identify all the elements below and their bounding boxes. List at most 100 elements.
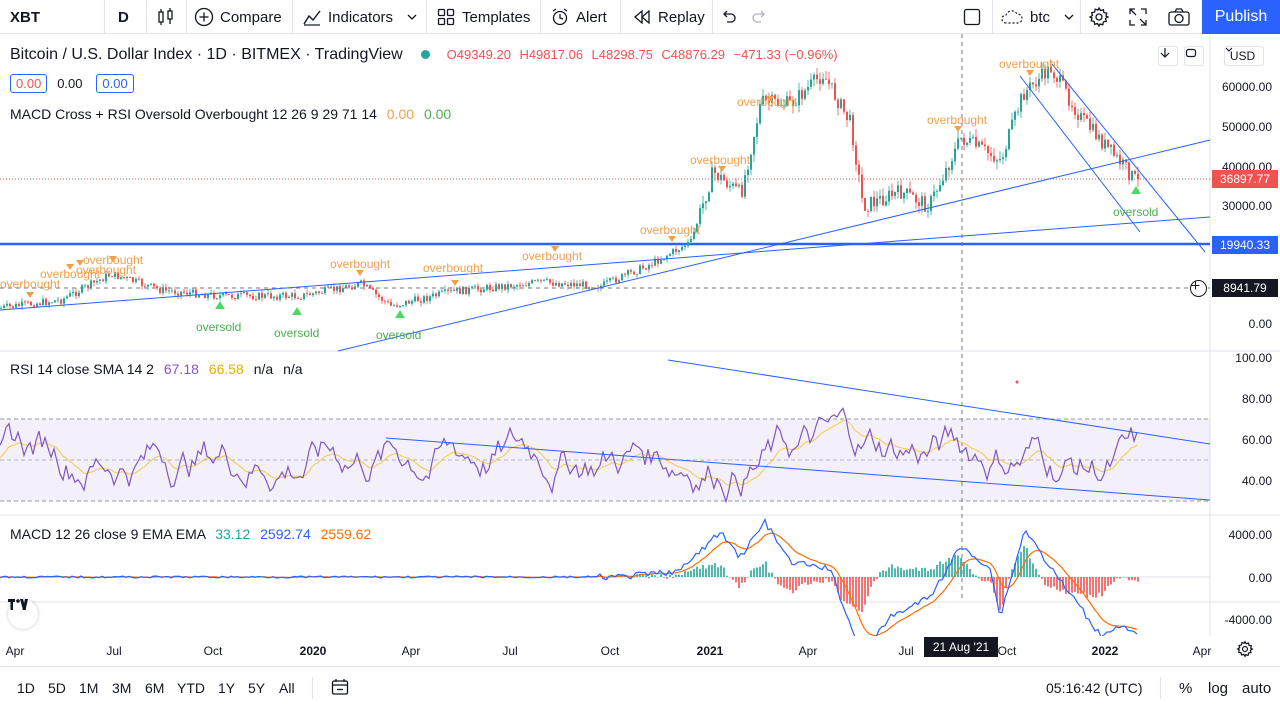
trendline[interactable]	[337, 139, 1211, 352]
candle-body	[228, 294, 230, 295]
templates-button[interactable]: Templates	[436, 0, 530, 34]
currency-select[interactable]: USD	[1224, 46, 1264, 66]
chart-area[interactable]: overbought overbought overbought overbought…	[0, 34, 1280, 658]
rsi-trendline[interactable]	[385, 437, 1211, 501]
indicators-button[interactable]: Indicators	[302, 0, 417, 34]
candle-body	[429, 296, 431, 301]
macd-histogram-bar	[1005, 577, 1007, 588]
macd-histogram-bar	[783, 577, 785, 588]
macd-histogram-bar	[1086, 577, 1088, 598]
candle-body	[780, 105, 782, 107]
candle-body	[1119, 154, 1121, 165]
candle-body	[516, 285, 518, 287]
gear-icon	[1088, 6, 1110, 28]
trendline-drawings[interactable]	[0, 63, 1211, 501]
range-1d[interactable]: 1D	[17, 680, 35, 696]
layout-button[interactable]	[962, 0, 982, 34]
rsi-axis-label: 60.00	[1241, 433, 1272, 447]
replay-button[interactable]: Replay	[632, 0, 705, 34]
range-all[interactable]: All	[279, 680, 295, 696]
add-alert-button[interactable]	[1190, 280, 1207, 297]
fullscreen-button[interactable]	[1128, 0, 1148, 34]
scroll-down-button[interactable]	[1158, 46, 1178, 66]
macd-histogram-bar	[654, 575, 656, 577]
candle-body	[168, 290, 170, 292]
candle-body	[264, 294, 266, 298]
snapshot-button[interactable]	[1167, 0, 1191, 34]
candle-body	[522, 285, 524, 287]
macd-histogram-bar	[714, 563, 716, 577]
range-1m[interactable]: 1M	[79, 680, 99, 696]
channel-line[interactable]	[1019, 75, 1141, 233]
candle-body	[213, 292, 215, 299]
rsi-trendline[interactable]	[667, 359, 1211, 445]
macd-histogram-bar	[642, 574, 644, 577]
value-box[interactable]: 0.00	[96, 74, 134, 93]
macd-histogram-bar	[867, 577, 869, 597]
symbol-search[interactable]: XBT	[10, 0, 100, 34]
timezone-clock[interactable]: 05:16:42 (UTC)	[1046, 680, 1143, 696]
candle-body	[27, 301, 29, 303]
range-5y[interactable]: 5Y	[248, 680, 266, 696]
trendline[interactable]	[0, 216, 1211, 311]
candle-body	[1008, 129, 1010, 150]
publish-button[interactable]: Publish	[1202, 0, 1280, 34]
candle-body	[234, 297, 236, 300]
macd-histogram-bar	[753, 568, 755, 577]
indicator-name[interactable]: MACD Cross + RSI Oversold Overbought 12 …	[10, 106, 377, 122]
channel-line[interactable]	[1051, 63, 1206, 253]
layout-name-button[interactable]: btc	[1000, 0, 1074, 34]
replay-label: Replay	[658, 8, 705, 26]
indicator-value: 0.00	[423, 106, 452, 122]
macd-histogram-bar	[945, 561, 947, 577]
range-5d[interactable]: 5D	[48, 680, 66, 696]
candle-body	[78, 292, 80, 296]
candle-body	[15, 303, 17, 308]
settings-button[interactable]	[1088, 0, 1110, 34]
tradingview-logo[interactable]	[8, 599, 38, 629]
overbought-label: overbought	[423, 261, 484, 275]
value-box[interactable]: 0.00	[10, 74, 48, 93]
range-6m[interactable]: 6M	[145, 680, 165, 696]
auto-scale-toggle[interactable]: auto	[1242, 679, 1272, 697]
candle-body	[165, 287, 167, 291]
interval-button[interactable]: D	[118, 0, 129, 34]
rsi-name[interactable]: RSI 14 close SMA 14 2	[10, 361, 154, 377]
range-ytd[interactable]: YTD	[177, 680, 205, 696]
macd-line	[0, 517, 1138, 636]
macd-histogram-bar	[1044, 577, 1046, 586]
undo-button[interactable]	[720, 0, 738, 34]
chart-type-button[interactable]	[156, 0, 176, 34]
separator	[712, 0, 713, 34]
range-1y[interactable]: 1Y	[218, 680, 236, 696]
macd-histogram-bar	[1104, 577, 1106, 591]
indicators-label: Indicators	[328, 8, 394, 26]
go-to-date-button[interactable]	[330, 667, 350, 708]
macd-histogram-bar	[699, 568, 701, 577]
symbol-title[interactable]: Bitcoin / U.S. Dollar Index · 1D · BITME…	[10, 46, 403, 63]
macd-histogram-bar	[747, 577, 749, 578]
macd-histogram-bar	[1101, 577, 1103, 597]
separator	[104, 0, 105, 34]
alert-button[interactable]: Alert	[550, 0, 607, 34]
redo-button[interactable]	[750, 0, 768, 34]
range-3m[interactable]: 3M	[112, 680, 132, 696]
price-axis-label: 0.00	[1248, 317, 1272, 331]
macd-histogram-bar	[864, 577, 866, 605]
candle-body	[198, 295, 200, 298]
compare-label: Compare	[220, 8, 282, 26]
candle-body	[219, 295, 221, 299]
candle-body	[1086, 115, 1088, 119]
reset-chart-button[interactable]	[1184, 46, 1204, 66]
candle-body	[783, 105, 785, 107]
candle-body	[1014, 111, 1016, 120]
log-scale-toggle[interactable]: log	[1208, 679, 1229, 697]
candle-body	[183, 291, 185, 293]
compare-button[interactable]: Compare	[194, 0, 282, 34]
candle-body	[978, 141, 980, 147]
hline-price-tag[interactable]: 19940.33	[1212, 236, 1278, 254]
candle-body	[987, 146, 989, 154]
percent-scale-toggle[interactable]: %	[1179, 679, 1193, 697]
macd-name[interactable]: MACD 12 26 close 9 EMA EMA	[10, 526, 206, 542]
chart-canvas[interactable]: overboughtoverboughtoverboughtoverbought…	[0, 34, 1280, 636]
